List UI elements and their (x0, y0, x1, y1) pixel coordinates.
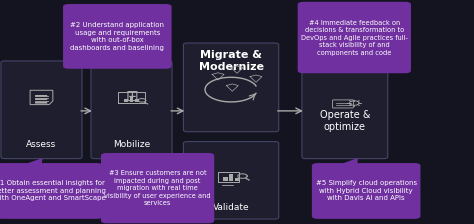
FancyBboxPatch shape (91, 61, 172, 159)
Polygon shape (20, 158, 43, 166)
FancyBboxPatch shape (302, 61, 388, 159)
Text: #2 Understand application
usage and requirements
with out-of-box
dashboards and : #2 Understand application usage and requ… (70, 22, 164, 51)
Text: Assess: Assess (27, 140, 56, 149)
Text: #5 Simplify cloud operations
with Hybrid Cloud visibility
with Davis AI and APIs: #5 Simplify cloud operations with Hybrid… (316, 181, 417, 201)
Text: Validate: Validate (213, 203, 249, 212)
FancyBboxPatch shape (298, 2, 411, 73)
FancyBboxPatch shape (224, 177, 228, 181)
FancyBboxPatch shape (235, 178, 239, 181)
Text: #4 Immediate feedback on
decisions & transformation to
DevOps and Agile practice: #4 Immediate feedback on decisions & tra… (301, 19, 408, 56)
FancyBboxPatch shape (101, 153, 214, 223)
FancyBboxPatch shape (63, 4, 172, 69)
Text: ⊞: ⊞ (125, 89, 138, 104)
FancyBboxPatch shape (1, 61, 82, 159)
FancyBboxPatch shape (124, 99, 128, 102)
FancyBboxPatch shape (130, 97, 134, 102)
FancyBboxPatch shape (312, 163, 420, 219)
FancyBboxPatch shape (229, 174, 233, 181)
FancyBboxPatch shape (183, 142, 279, 219)
FancyBboxPatch shape (183, 43, 279, 132)
Polygon shape (336, 158, 358, 166)
Text: Migrate &
Modernize: Migrate & Modernize (199, 50, 264, 72)
FancyBboxPatch shape (136, 99, 139, 102)
Text: Mobilize: Mobilize (113, 140, 150, 149)
Text: #3 Ensure customers are not
impacted during and post
migration with real time
vi: #3 Ensure customers are not impacted dur… (104, 170, 211, 206)
Polygon shape (135, 156, 164, 158)
Text: #1 Obtain essential insights for
better assessment and planning
with OneAgent an: #1 Obtain essential insights for better … (0, 181, 106, 201)
Polygon shape (100, 66, 135, 67)
Text: ≡: ≡ (33, 89, 50, 108)
Polygon shape (310, 71, 334, 72)
FancyBboxPatch shape (0, 163, 103, 219)
Text: Operate &
optimize: Operate & optimize (319, 110, 370, 132)
